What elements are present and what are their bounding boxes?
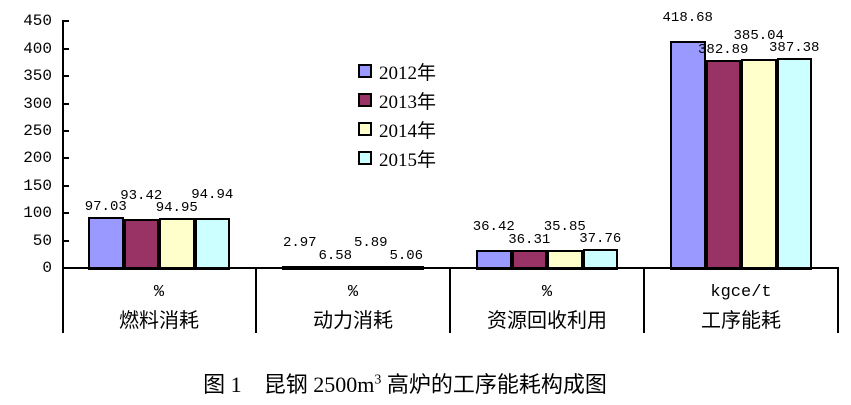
category-divider-line <box>837 268 839 333</box>
y-axis-tick-label: 400 <box>23 39 52 58</box>
y-axis-tick-mark <box>62 75 69 78</box>
bar-value-label: 2.97 <box>282 235 317 251</box>
y-axis-tick-mark <box>62 157 69 160</box>
category-name-label: 工序能耗 <box>701 310 781 332</box>
legend-swatch-icon <box>358 93 372 107</box>
bar-2015年-燃料消耗 <box>194 217 230 270</box>
figure-caption: 图 1 昆钢 2500m3 高炉的工序能耗构成图 <box>0 367 810 399</box>
legend-item-2014年: 2014年 <box>358 118 437 142</box>
y-axis-tick-label: 150 <box>23 176 52 195</box>
bar-value-label: 36.42 <box>472 219 515 236</box>
bar-value-label: 36.31 <box>508 232 551 249</box>
figure-number: 图 1 <box>203 372 242 397</box>
bar-value-label: 385.04 <box>733 27 784 44</box>
category-unit-label: % <box>153 283 165 302</box>
legend-item-label: 2013年 <box>379 91 437 113</box>
bar-value-label: 35.85 <box>543 219 586 236</box>
y-axis-tick-label: 450 <box>23 12 52 31</box>
y-axis-tick-mark <box>62 184 69 187</box>
y-axis-tick-mark <box>62 130 69 132</box>
category-divider-line <box>643 268 645 333</box>
y-axis-tick-label: 350 <box>23 67 52 86</box>
legend-item-label: 2012年 <box>379 62 437 84</box>
y-axis-tick-mark <box>62 102 69 105</box>
category-name-label: 资源回收利用 <box>487 310 607 332</box>
bar-2013年-工序能耗 <box>705 60 741 270</box>
legend-swatch-icon <box>358 151 372 165</box>
bar-2012年-工序能耗 <box>670 40 706 270</box>
bar-value-label: 5.06 <box>389 248 424 264</box>
y-axis-tick-label: 200 <box>23 149 52 168</box>
category-name-label: 燃料消耗 <box>119 310 199 332</box>
category-divider-line <box>449 268 451 333</box>
legend-item-label: 2015年 <box>379 149 437 171</box>
bar-value-label: 5.89 <box>353 235 388 251</box>
legend-item-2013年: 2013年 <box>358 89 437 113</box>
caption-superscript: 3 <box>374 372 382 388</box>
legend-swatch-icon <box>358 64 372 78</box>
bar-value-label: 418.68 <box>662 9 713 26</box>
category-name-label: 动力消耗 <box>313 310 393 332</box>
bar-2014年-工序能耗 <box>741 58 777 270</box>
y-axis-tick-label: 50 <box>32 231 52 250</box>
y-axis-tick-mark <box>62 47 69 50</box>
x-axis-line <box>62 267 839 269</box>
bar-2014年-资源回收利用 <box>547 250 583 270</box>
bar-value-label: 97.03 <box>84 198 127 215</box>
bar-2012年-燃料消耗 <box>88 216 124 270</box>
bar-2015年-工序能耗 <box>776 57 812 270</box>
y-axis-tick-mark <box>62 20 69 23</box>
category-divider-line <box>255 268 257 333</box>
category-unit-label: kgce/t <box>710 283 772 302</box>
bar-value-label: 387.38 <box>769 39 820 56</box>
y-axis-line <box>62 20 64 333</box>
caption-text-after-sup: 高炉的工序能耗构成图 <box>381 372 607 397</box>
bar-value-label: 94.95 <box>155 199 198 216</box>
y-axis-tick-label: 300 <box>23 94 52 113</box>
legend-item-label: 2014年 <box>379 120 437 142</box>
legend-item-2012年: 2012年 <box>358 60 437 84</box>
category-unit-label: % <box>347 283 359 302</box>
caption-text-before-sup: 昆钢 2500m <box>263 372 375 397</box>
bar-value-label: 6.58 <box>318 248 353 264</box>
legend-item-2015年: 2015年 <box>358 147 437 171</box>
bar-value-label: 37.76 <box>579 231 622 248</box>
bar-2013年-燃料消耗 <box>123 218 159 270</box>
bar-value-label: 94.94 <box>191 186 234 203</box>
y-axis-tick-mark <box>62 239 69 242</box>
bar-2014年-燃料消耗 <box>159 217 195 270</box>
y-axis-tick-label: 100 <box>23 204 52 223</box>
legend-swatch-icon <box>358 122 372 136</box>
y-axis-tick-label: 0 <box>42 259 52 277</box>
bar-value-label: 93.42 <box>120 187 163 204</box>
y-axis-tick-label: 250 <box>23 122 52 140</box>
bar-value-label: 382.89 <box>698 42 749 59</box>
category-unit-label: % <box>541 283 553 302</box>
y-axis-tick-mark <box>62 212 69 215</box>
